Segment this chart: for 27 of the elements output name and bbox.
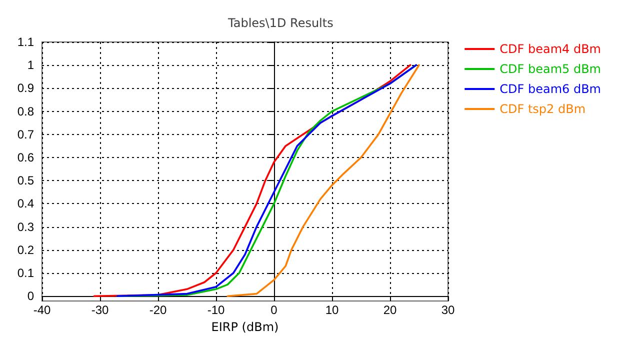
y-tick-label: 1.1 — [17, 35, 34, 49]
x-tick-label: 20 — [383, 303, 397, 318]
x-tick-label: 30 — [441, 303, 455, 318]
x-tick-label: -10 — [207, 303, 225, 318]
y-tick-label: 0.5 — [17, 174, 34, 188]
y-tick-label: 0.1 — [17, 266, 34, 280]
legend-label: CDF beam5 dBm — [500, 62, 602, 76]
y-tick-label: 0.3 — [17, 220, 34, 234]
chart-title: Tables\1D Results — [227, 16, 334, 30]
y-tick-label: 0.2 — [17, 242, 34, 257]
legend-label: CDF tsp2 dBm — [500, 102, 586, 116]
legend-label: CDF beam6 dBm — [500, 82, 602, 96]
x-axis-title: EIRP (dBm) — [211, 320, 279, 334]
x-tick-label: -30 — [91, 303, 109, 318]
x-tick-label: -20 — [149, 303, 167, 318]
y-tick-label: 0.7 — [17, 127, 34, 142]
y-tick-label: 0.8 — [17, 104, 34, 118]
y-tick-label: 0.4 — [17, 196, 34, 211]
x-tick-label: 10 — [325, 303, 339, 318]
x-tick-label: 0 — [270, 303, 278, 318]
y-tick-label: 0.6 — [17, 150, 34, 164]
y-tick-label: 0 — [27, 289, 34, 304]
x-tick-label: -40 — [33, 303, 51, 318]
legend-label: CDF beam4 dBm — [500, 42, 602, 56]
y-tick-label: 0.9 — [17, 81, 34, 96]
y-tick-label: 1 — [27, 58, 34, 72]
line-series — [226, 64, 420, 297]
